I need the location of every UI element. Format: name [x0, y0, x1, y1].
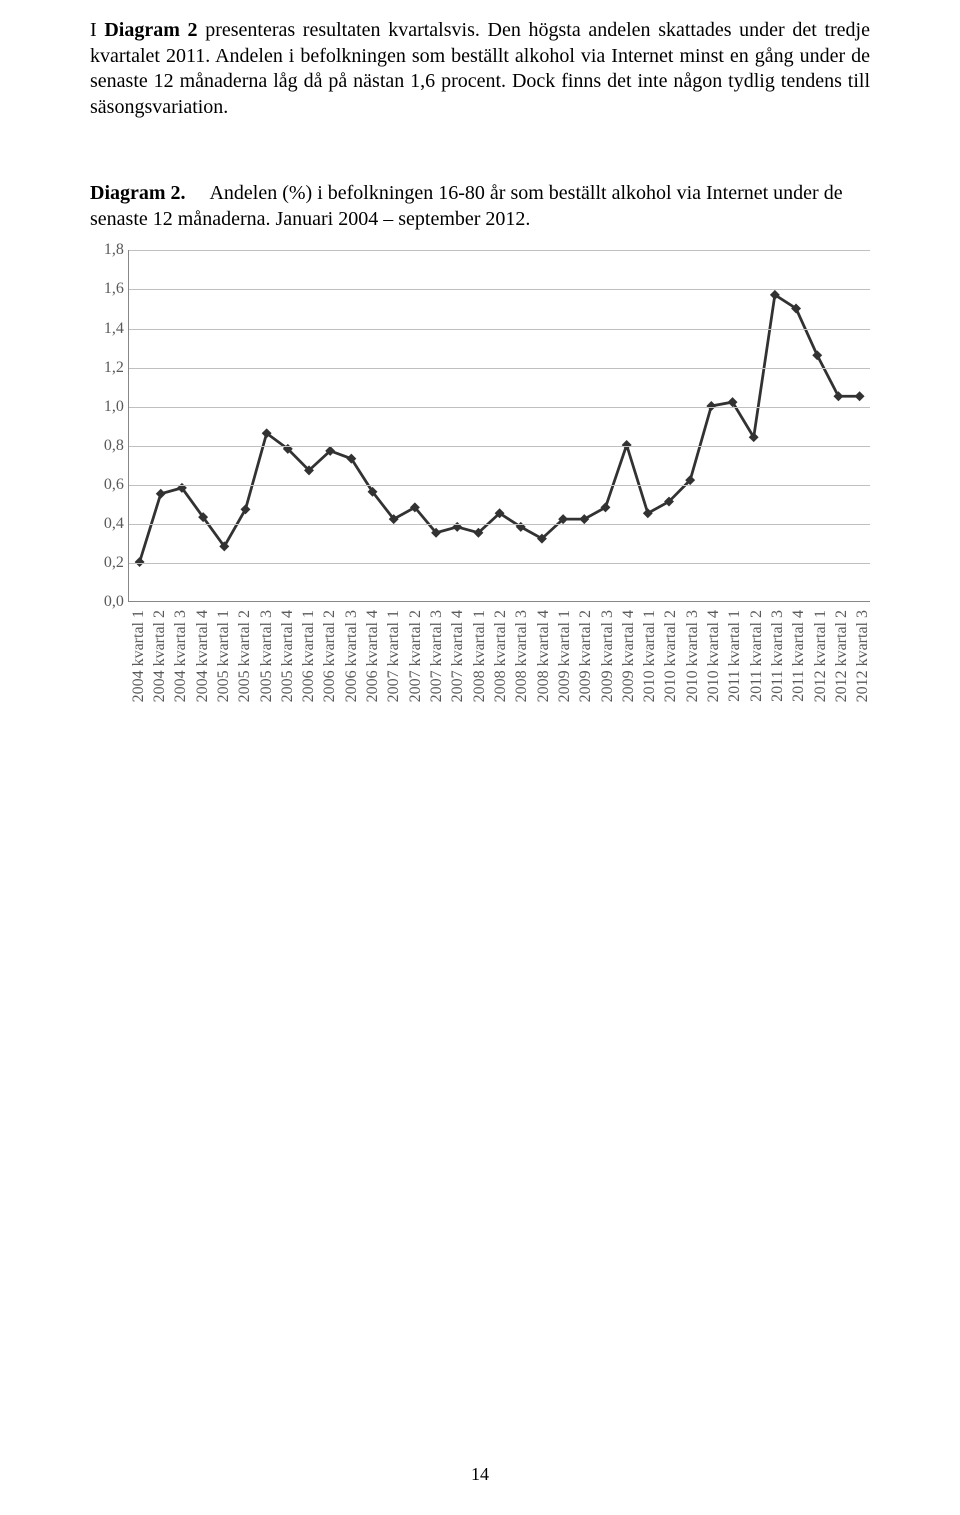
x-tick-label: 2008 kvartal 3: [513, 610, 531, 702]
x-tick-label: 2010 kvartal 2: [662, 610, 680, 702]
figure-caption: Diagram 2. Andelen (%) i befolkningen 16…: [90, 180, 870, 232]
chart-marker: [156, 489, 166, 499]
x-tick-label: 2009 kvartal 1: [556, 610, 574, 702]
x-tick-label: 2012 kvartal 2: [833, 610, 851, 702]
chart-gridline: [129, 524, 870, 525]
x-tick-label: 2012 kvartal 3: [854, 610, 872, 702]
x-tick-label: 2009 kvartal 2: [577, 610, 595, 702]
chart-gridline: [129, 329, 870, 330]
x-tick-label: 2008 kvartal 1: [471, 610, 489, 702]
y-tick-label: 0,8: [104, 437, 124, 455]
x-tick-label: 2005 kvartal 1: [215, 610, 233, 702]
x-tick-label: 2006 kvartal 4: [364, 610, 382, 702]
chart-gridline: [129, 407, 870, 408]
x-tick-label: 2007 kvartal 2: [407, 610, 425, 702]
y-tick-label: 1,8: [104, 241, 124, 259]
y-tick-label: 1,4: [104, 320, 124, 338]
x-tick-label: 2007 kvartal 3: [428, 610, 446, 702]
x-tick-label: 2006 kvartal 3: [343, 610, 361, 702]
x-tick-label: 2006 kvartal 2: [321, 610, 339, 702]
y-tick-label: 1,2: [104, 359, 124, 377]
chart-marker: [812, 351, 822, 361]
y-tick-label: 0,0: [104, 593, 124, 611]
chart-gridline: [129, 289, 870, 290]
x-tick-label: 2011 kvartal 1: [726, 610, 744, 702]
x-tick-label: 2010 kvartal 1: [641, 610, 659, 702]
chart-gridline: [129, 368, 870, 369]
x-tick-label: 2008 kvartal 2: [492, 610, 510, 702]
chart-gridline: [129, 485, 870, 486]
line-chart: 1,81,61,41,21,00,80,60,40,20,0 2004 kvar…: [90, 250, 870, 802]
y-tick-label: 0,4: [104, 515, 124, 533]
x-tick-label: 2011 kvartal 2: [748, 610, 766, 702]
x-tick-label: 2007 kvartal 1: [385, 610, 403, 702]
page-number: 14: [471, 1464, 489, 1485]
x-tick-label: 2012 kvartal 1: [812, 610, 830, 702]
chart-y-axis: 1,81,61,41,21,00,80,60,40,20,0: [90, 250, 124, 602]
caption-label: Diagram 2.: [90, 182, 186, 204]
y-tick-label: 0,6: [104, 476, 124, 494]
x-tick-label: 2008 kvartal 4: [535, 610, 553, 702]
chart-plot-area: [128, 250, 870, 602]
x-tick-label: 2004 kvartal 3: [172, 610, 190, 702]
y-tick-label: 0,2: [104, 554, 124, 572]
y-tick-label: 1,0: [104, 398, 124, 416]
chart-x-axis: 2004 kvartal 12004 kvartal 22004 kvartal…: [128, 602, 874, 802]
x-tick-label: 2010 kvartal 4: [705, 610, 723, 702]
x-tick-label: 2004 kvartal 4: [194, 610, 212, 702]
x-tick-label: 2007 kvartal 4: [449, 610, 467, 702]
chart-gridline: [129, 250, 870, 251]
x-tick-label: 2004 kvartal 2: [151, 610, 169, 702]
chart-gridline: [129, 446, 870, 447]
x-tick-label: 2005 kvartal 4: [279, 610, 297, 702]
x-tick-label: 2011 kvartal 3: [769, 610, 787, 702]
x-tick-label: 2009 kvartal 3: [599, 610, 617, 702]
y-tick-label: 1,6: [104, 280, 124, 298]
x-tick-label: 2005 kvartal 2: [236, 610, 254, 702]
x-tick-label: 2010 kvartal 3: [684, 610, 702, 702]
chart-gridline: [129, 563, 870, 564]
intro-paragraph: I Diagram 2 presenteras resultaten kvart…: [90, 18, 870, 120]
x-tick-label: 2011 kvartal 4: [790, 610, 808, 702]
x-tick-label: 2004 kvartal 1: [130, 610, 148, 702]
x-tick-label: 2005 kvartal 3: [258, 610, 276, 702]
x-tick-label: 2006 kvartal 1: [300, 610, 318, 702]
chart-line: [139, 295, 859, 562]
chart-marker: [833, 392, 843, 402]
chart-series: [129, 250, 870, 601]
chart-marker: [854, 392, 864, 402]
x-tick-label: 2009 kvartal 4: [620, 610, 638, 702]
